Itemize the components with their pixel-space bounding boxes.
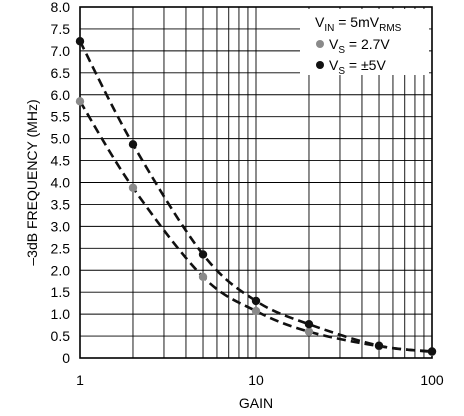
series-2-point [427,347,437,356]
x-tick-label: 10 [248,372,264,388]
series-2-line [78,40,433,353]
y-axis-label: –3dB FREQUENCY (MHz) [24,99,40,265]
y-tick-label: 4.0 [51,175,71,191]
legend-title: VIN = 5mVRMS [315,14,402,34]
y-tick-label: 8.0 [51,0,71,15]
series-1-point [75,97,85,106]
x-tick-label: 100 [420,372,444,388]
legend-marker-series-2 [316,61,324,69]
series-2-point [75,37,85,46]
series-2-point [198,250,208,259]
series-1-point [251,306,261,316]
y-tick-label: 5.5 [51,109,71,125]
legend: VIN = 5mVRMS VS = 2.7V VS = ±5V [300,9,429,77]
series-1-point [128,183,138,192]
y-tick-label: 1.5 [51,284,71,300]
y-tick-label: 3.0 [51,218,71,234]
x-tick-label: 1 [76,372,84,388]
x-axis-label: GAIN [239,395,273,411]
series-2-point [374,341,384,350]
series-curves [78,40,433,354]
series-2-point [251,296,261,306]
data-points [75,37,437,357]
x-tick-labels: 1 10 100 [76,372,444,388]
y-tick-label: 0 [62,350,70,366]
y-tick-label: 5.0 [51,131,71,147]
series-1-point [198,272,208,282]
series-1-point [304,327,314,336]
legend-marker-series-1 [316,40,324,48]
y-tick-label: 6.5 [51,65,71,81]
series-2-point [128,140,138,149]
legend-entry-series-1: VS = 2.7V [329,36,390,56]
legend-entry-series-2: VS = ±5V [329,57,386,77]
y-tick-label: 4.5 [51,153,71,169]
series-2-point [304,320,314,329]
y-tick-labels: 0 0.5 1.0 1.5 2.0 2.5 3.0 3.5 4.0 4.5 5.0 5.5 6.0 6.5… [51,0,71,366]
y-tick-label: 2.0 [51,262,71,278]
y-tick-label: 0.5 [51,328,71,344]
y-tick-label: 2.5 [51,240,71,256]
y-tick-label: 7.5 [51,21,71,37]
y-tick-label: 6.0 [51,87,71,103]
y-tick-label: 1.0 [51,306,71,322]
plot-area [79,6,433,359]
y-tick-label: 7.0 [51,43,71,59]
y-tick-label: 3.5 [51,196,71,212]
